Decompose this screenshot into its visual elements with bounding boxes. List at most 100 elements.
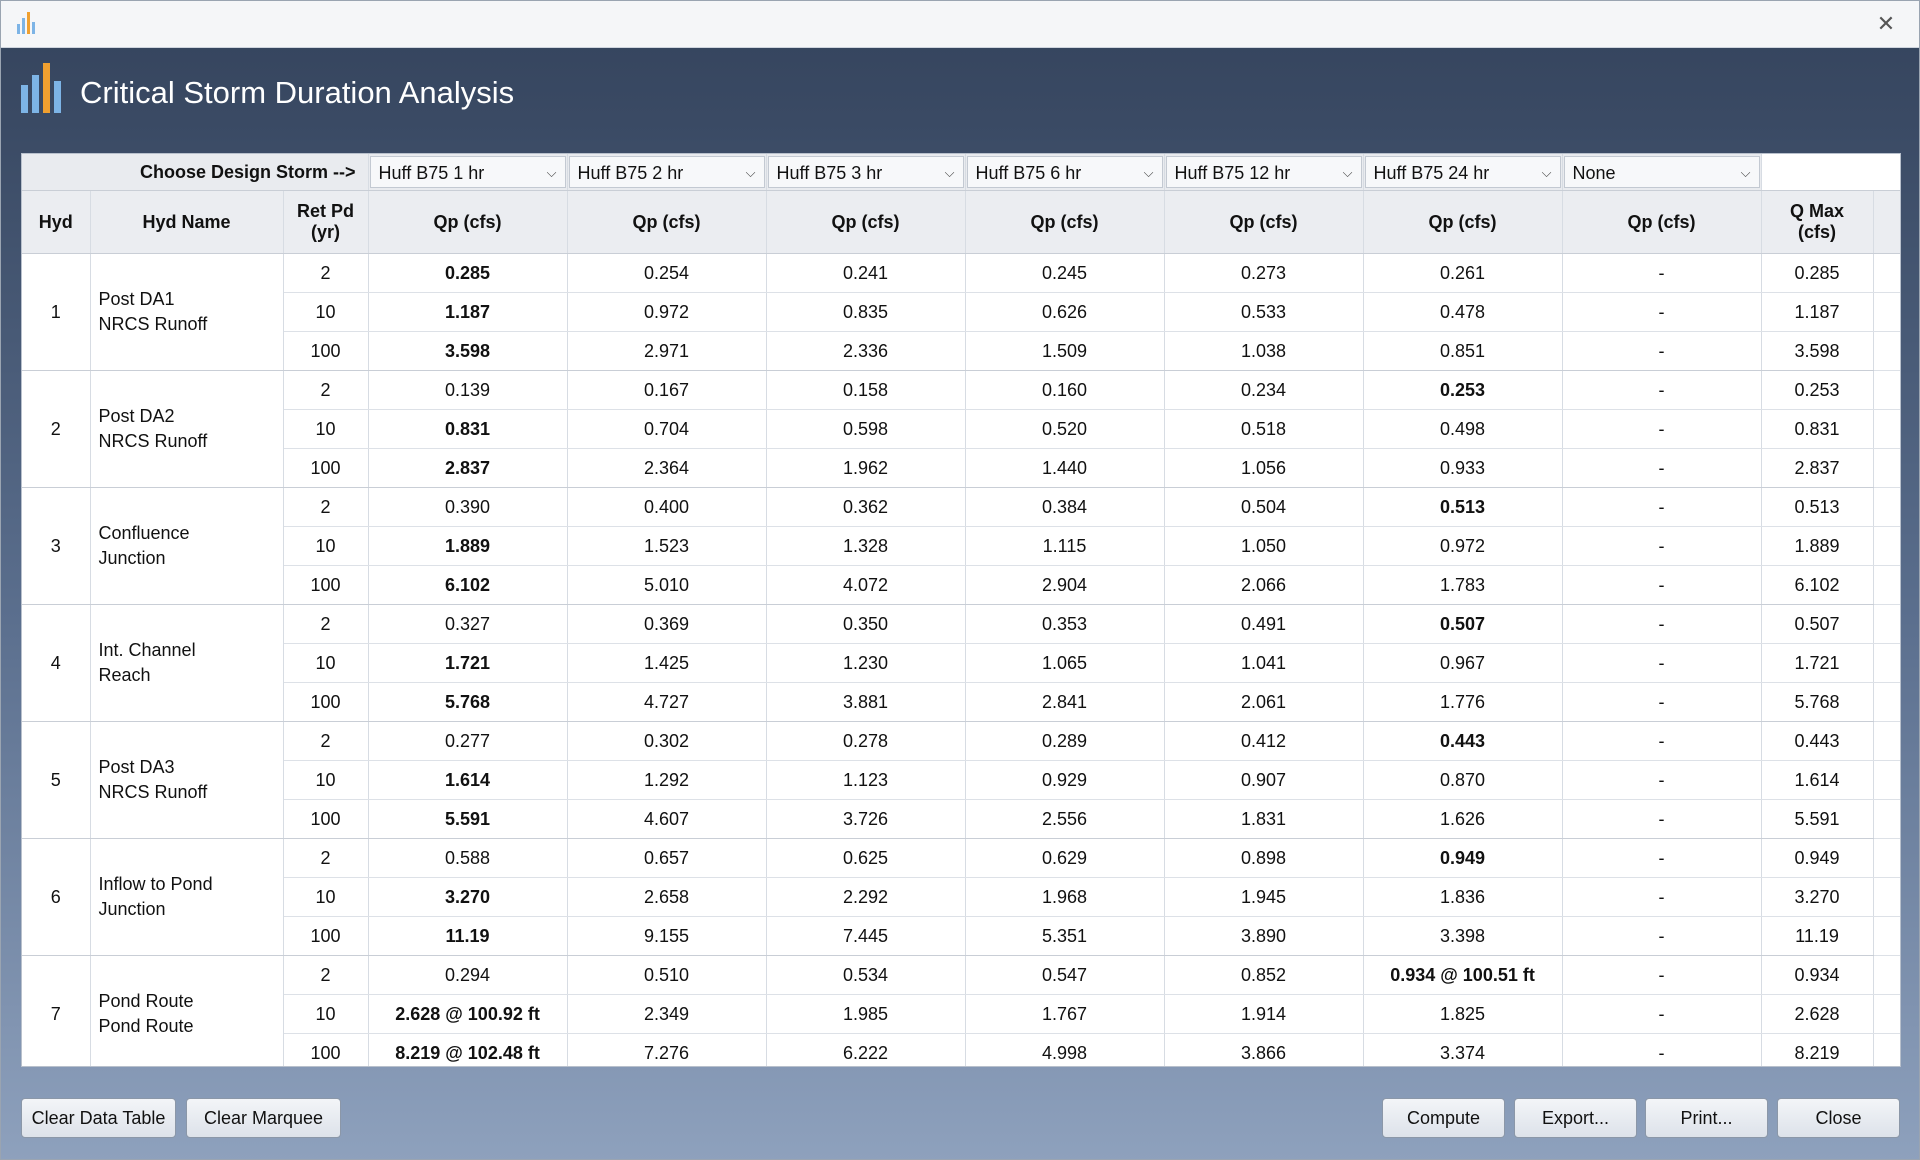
return-period-cell: 100 xyxy=(283,448,369,488)
table-row[interactable]: 10 0.831 0.704 0.598 0.520 0.518 0.498-0.831 xyxy=(22,409,1900,449)
qp-cell: 0.253 xyxy=(1363,370,1563,410)
table-row[interactable]: 100 8.219 @ 102.48 ft 7.276 6.222 4.998 3.866… xyxy=(22,1033,1900,1066)
chevron-down-icon: ⌵ xyxy=(745,165,756,180)
qp-cell: 0.598 xyxy=(766,409,966,449)
storm-select-24hr[interactable]: Huff B75 24 hr ⌵ xyxy=(1364,156,1561,188)
qp-cell: - xyxy=(1562,994,1762,1034)
close-button[interactable]: Close xyxy=(1777,1098,1900,1138)
col-header-qp: Qp (cfs) xyxy=(1562,190,1762,254)
qp-cell: 0.302 xyxy=(567,721,767,761)
table-row[interactable]: 4 Int. Channel Reach 2 0.327 0.369 0.350 0.353 0… xyxy=(22,604,1900,722)
qp-cell: 0.534 xyxy=(766,955,966,995)
table-row[interactable]: 100 5.768 4.727 3.881 2.841 2.061 1.776-5.768 xyxy=(22,682,1900,722)
qp-cell: 1.836 xyxy=(1363,877,1563,917)
qp-cell: 0.353 xyxy=(965,604,1165,644)
qp-cell: 9.155 xyxy=(567,916,767,956)
qp-cell: - xyxy=(1562,604,1762,644)
qp-cell: 0.835 xyxy=(766,292,966,332)
qmax-cell: 8.219 xyxy=(1761,1033,1874,1066)
qp-cell: 0.241 xyxy=(766,253,966,293)
qp-cell: 1.968 xyxy=(965,877,1165,917)
table-row[interactable]: 100 6.102 5.010 4.072 2.904 2.066 1.783-6.102 xyxy=(22,565,1900,605)
clear-data-table-button[interactable]: Clear Data Table xyxy=(21,1098,176,1138)
qp-cell: 1.626 xyxy=(1363,799,1563,839)
qp-cell: - xyxy=(1562,955,1762,995)
table-row[interactable]: 100 11.19 9.155 7.445 5.351 3.890 3.398-11.19 xyxy=(22,916,1900,956)
qp-cell: 3.374 xyxy=(1363,1033,1563,1066)
qp-cell: 2.841 xyxy=(965,682,1165,722)
window-close-button[interactable]: ✕ xyxy=(1876,11,1896,36)
qp-cell: 2.658 xyxy=(567,877,767,917)
qp-cell: 0.626 xyxy=(965,292,1165,332)
storm-select-3hr[interactable]: Huff B75 3 hr ⌵ xyxy=(767,156,964,188)
app-chart-icon xyxy=(17,12,35,34)
qp-cell: 0.972 xyxy=(1363,526,1563,566)
qp-cell: 0.277 xyxy=(368,721,568,761)
return-period-cell: 2 xyxy=(283,253,369,293)
table-row[interactable]: 1 Post DA1 NRCS Runoff 2 0.285 0.254 0.241 0.24… xyxy=(22,253,1900,371)
return-period-cell: 10 xyxy=(283,643,369,683)
storm-select-none[interactable]: None ⌵ xyxy=(1563,156,1760,188)
qmax-cell: 2.837 xyxy=(1761,448,1874,488)
analysis-grid: Choose Design Storm --> Huff B75 1 hr ⌵ H… xyxy=(21,153,1901,1067)
table-row[interactable]: 10 2.628 @ 100.92 ft 2.349 1.985 1.767 1.914 1… xyxy=(22,994,1900,1034)
qp-cell: 2.292 xyxy=(766,877,966,917)
hyd-name-line1: Pond Route xyxy=(98,991,194,1011)
qp-cell: 2.556 xyxy=(965,799,1165,839)
table-row[interactable]: 100 5.591 4.607 3.726 2.556 1.831 1.626-5.591 xyxy=(22,799,1900,839)
compute-button[interactable]: Compute xyxy=(1382,1098,1505,1138)
table-row[interactable]: 10 1.721 1.425 1.230 1.065 1.041 0.967-1.721 xyxy=(22,643,1900,683)
qp-cell: 0.478 xyxy=(1363,292,1563,332)
qp-cell: - xyxy=(1562,799,1762,839)
qp-cell: 1.783 xyxy=(1363,565,1563,605)
return-period-cell: 2 xyxy=(283,721,369,761)
table-row[interactable]: 6 Inflow to Pond Junction 2 0.588 0.657 0.625 0… xyxy=(22,838,1900,956)
return-period-cell: 10 xyxy=(283,409,369,449)
return-period-cell: 100 xyxy=(283,682,369,722)
hyd-name-line1: Post DA2 xyxy=(98,406,175,426)
qp-cell: 2.336 xyxy=(766,331,966,371)
table-row[interactable]: 2 Post DA2 NRCS Runoff 2 0.139 0.167 0.158 0.16… xyxy=(22,370,1900,488)
qp-cell: 0.898 xyxy=(1164,838,1364,878)
col-header-hyd-name: Hyd Name xyxy=(90,190,284,254)
qp-cell: 2.971 xyxy=(567,331,767,371)
qp-cell: 4.998 xyxy=(965,1033,1165,1066)
clear-marquee-button[interactable]: Clear Marquee xyxy=(186,1098,341,1138)
table-row[interactable]: 10 1.614 1.292 1.123 0.929 0.907 0.870-1.614 xyxy=(22,760,1900,800)
hyd-name: Post DA3 NRCS Runoff xyxy=(90,721,284,839)
qp-cell: - xyxy=(1562,253,1762,293)
storm-select-2hr[interactable]: Huff B75 2 hr ⌵ xyxy=(568,156,765,188)
qp-cell: 2.628 @ 100.92 ft xyxy=(368,994,568,1034)
qp-cell: 0.384 xyxy=(965,487,1165,527)
table-row[interactable]: 3 Confluence Junction 2 0.390 0.400 0.362 0.384… xyxy=(22,487,1900,605)
qp-cell: 1.914 xyxy=(1164,994,1364,1034)
storm-select-12hr[interactable]: Huff B75 12 hr ⌵ xyxy=(1165,156,1362,188)
qp-cell: 1.509 xyxy=(965,331,1165,371)
qp-cell: 3.890 xyxy=(1164,916,1364,956)
hyd-number: 5 xyxy=(22,721,91,839)
qp-cell: 7.445 xyxy=(766,916,966,956)
table-row[interactable]: 10 3.270 2.658 2.292 1.968 1.945 1.836-3.270 xyxy=(22,877,1900,917)
table-row[interactable]: 10 1.187 0.972 0.835 0.626 0.533 0.478-1.187 xyxy=(22,292,1900,332)
storm-select-6hr[interactable]: Huff B75 6 hr ⌵ xyxy=(966,156,1163,188)
return-period-cell: 2 xyxy=(283,838,369,878)
qp-cell: 3.726 xyxy=(766,799,966,839)
qmax-cell: 1.889 xyxy=(1761,526,1874,566)
qp-cell: 0.933 xyxy=(1363,448,1563,488)
print-button[interactable]: Print... xyxy=(1645,1098,1768,1138)
qmax-cell: 1.187 xyxy=(1761,292,1874,332)
qp-cell: - xyxy=(1562,409,1762,449)
qp-cell: 0.350 xyxy=(766,604,966,644)
table-row[interactable]: 7 Pond Route Pond Route 2 0.294 0.510 0.534 0.5… xyxy=(22,955,1900,1066)
table-row[interactable]: 10 1.889 1.523 1.328 1.115 1.050 0.972-1.889 xyxy=(22,526,1900,566)
table-row[interactable]: 100 3.598 2.971 2.336 1.509 1.038 0.851-3.598 xyxy=(22,331,1900,371)
export-button[interactable]: Export... xyxy=(1514,1098,1637,1138)
table-row[interactable]: 100 2.837 2.364 1.962 1.440 1.056 0.933-2.837 xyxy=(22,448,1900,488)
qmax-cell: 6.102 xyxy=(1761,565,1874,605)
hyd-name-line1: Post DA1 xyxy=(98,289,175,309)
page-title: Critical Storm Duration Analysis xyxy=(80,75,515,110)
qp-cell: 1.230 xyxy=(766,643,966,683)
storm-select-1hr[interactable]: Huff B75 1 hr ⌵ xyxy=(369,156,566,188)
table-row[interactable]: 5 Post DA3 NRCS Runoff 2 0.277 0.302 0.278 0.28… xyxy=(22,721,1900,839)
qp-cell: 1.831 xyxy=(1164,799,1364,839)
